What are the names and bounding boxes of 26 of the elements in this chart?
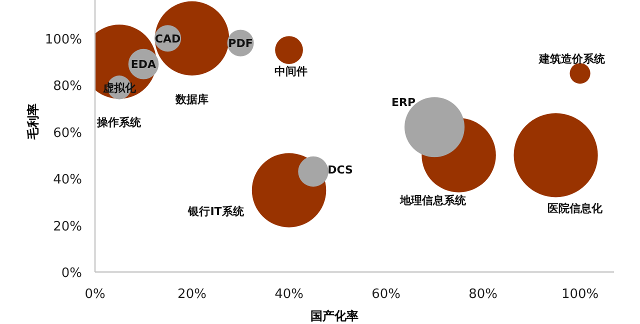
y-tick-label: 20% xyxy=(53,219,82,234)
x-tick-label: 20% xyxy=(178,287,206,302)
x-tick-label: 80% xyxy=(468,287,498,302)
y-tick-label: 60% xyxy=(53,126,82,141)
x-tick-label: 100% xyxy=(561,287,599,302)
annotation: 数据库 xyxy=(174,93,208,106)
annotation: PDF xyxy=(228,37,253,50)
annotation: CAD xyxy=(154,32,181,46)
annotation: 医院信息化 xyxy=(548,202,604,215)
y-tick-label: 100% xyxy=(44,32,82,48)
annotation: 地理信息系统 xyxy=(399,194,467,207)
annotation: DCS xyxy=(328,164,354,177)
y-tick-label: 0% xyxy=(61,266,82,281)
y-tick-label: 40% xyxy=(53,172,82,188)
annotation: 银行IT系统 xyxy=(187,205,245,218)
y-tick-label: 80% xyxy=(53,79,82,94)
annotation: 建筑造价系统 xyxy=(538,52,606,66)
annotation: EDA xyxy=(130,58,157,72)
y-axis-title: 毛利率 xyxy=(26,104,40,140)
x-tick-label: 0% xyxy=(84,287,106,302)
x-tick-label: 40% xyxy=(274,287,304,302)
x-tick-label: 60% xyxy=(372,287,400,302)
annotation: ERP xyxy=(392,96,416,110)
x-axis-title: 国产化率 xyxy=(310,309,358,323)
annotation: 中间件 xyxy=(274,65,308,78)
annotation: 操作系统 xyxy=(96,116,142,129)
